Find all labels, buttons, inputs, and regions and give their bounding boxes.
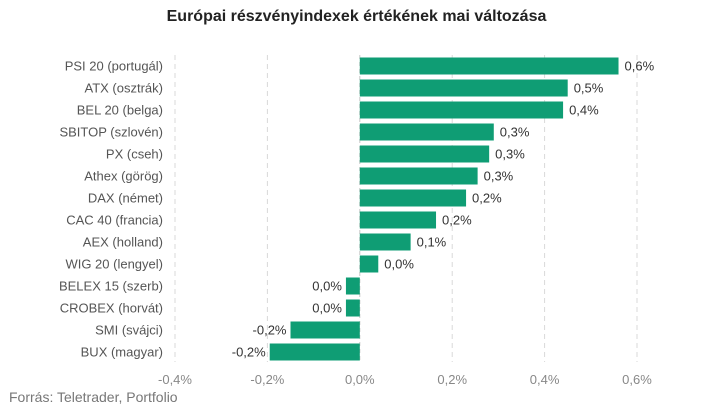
data-label: -0,2%	[253, 323, 287, 338]
bar	[359, 123, 494, 141]
bar	[359, 211, 437, 229]
category-label: CAC 40 (francia)	[66, 213, 163, 228]
category-label: BUX (magyar)	[81, 345, 163, 360]
data-label: 0,4%	[569, 103, 599, 118]
bar	[359, 145, 490, 163]
bar	[359, 233, 411, 251]
category-label: BEL 20 (belga)	[77, 103, 163, 118]
category-label: WIG 20 (lengyel)	[65, 257, 163, 272]
data-label: 0,0%	[312, 279, 342, 294]
bar	[345, 277, 360, 295]
data-label: 0,1%	[417, 235, 447, 250]
category-label: DAX (német)	[88, 191, 163, 206]
x-tick-label: 0,2%	[437, 372, 467, 387]
category-label: BELEX 15 (szerb)	[59, 279, 163, 294]
bar	[359, 255, 379, 273]
source-note: Forrás: Teletrader, Portfolio	[9, 389, 178, 405]
data-label: 0,0%	[384, 257, 414, 272]
bar	[269, 343, 360, 361]
x-tick-label: 0,6%	[622, 372, 652, 387]
chart-title: Európai részvényindexek értékének mai vá…	[166, 8, 547, 25]
bar	[345, 299, 360, 317]
data-label: 0,2%	[442, 213, 472, 228]
x-tick-label: -0,2%	[250, 372, 284, 387]
x-tick-label: 0,0%	[345, 372, 375, 387]
category-label: SBITOP (szlovén)	[59, 125, 163, 140]
data-label: 0,0%	[312, 301, 342, 316]
bar	[290, 321, 360, 339]
x-tick-label: -0,4%	[158, 372, 192, 387]
bar	[359, 79, 568, 97]
category-label: AEX (holland)	[83, 235, 163, 250]
data-label: 0,3%	[495, 147, 525, 162]
category-label: PSI 20 (portugál)	[65, 59, 163, 74]
x-tick-label: 0,4%	[530, 372, 560, 387]
data-label: 0,3%	[484, 169, 514, 184]
data-label: 0,2%	[472, 191, 502, 206]
bar	[359, 57, 619, 75]
data-label: 0,5%	[574, 81, 604, 96]
bar	[359, 167, 478, 185]
data-label: 0,3%	[500, 125, 530, 140]
data-label: -0,2%	[232, 345, 266, 360]
data-label: 0,6%	[625, 59, 655, 74]
bar	[359, 189, 467, 207]
category-label: CROBEX (horvát)	[60, 301, 163, 316]
bar	[359, 101, 564, 119]
category-label: SMI (svájci)	[95, 323, 163, 338]
category-label: Athex (görög)	[84, 169, 163, 184]
category-label: ATX (osztrák)	[85, 81, 164, 96]
category-label: PX (cseh)	[106, 147, 163, 162]
